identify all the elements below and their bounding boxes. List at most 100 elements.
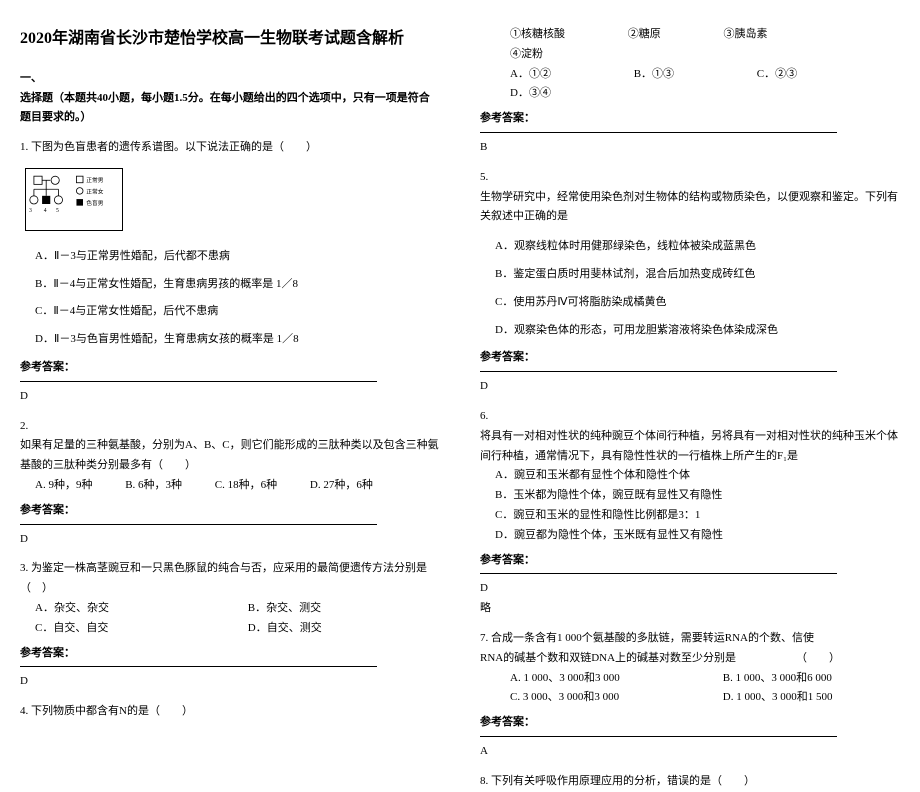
q1-opt-c: C．Ⅱ－4与正常女性婚配，后代不患病 [35, 302, 440, 322]
question-7: 7. 合成一条含有1 000个氨基酸的多肽链，需要转运RNA的个数、信使 RNA… [480, 629, 900, 762]
question-5: 5. 生物学研究中，经常使用染色剂对生物体的结构或物质染色，以便观察和鉴定。下列… [480, 168, 900, 397]
q6-answer-label: 参考答案： [480, 551, 900, 571]
q4-sub3: ③胰岛素 [724, 25, 768, 45]
q6-answer: D [480, 579, 900, 599]
divider [20, 666, 377, 667]
q1-opt-b: B．Ⅱ－4与正常女性婚配，生育患病男孩的概率是 1／8 [35, 275, 440, 295]
q4-substances: ①核糖核酸 ②糖原 ③胰岛素 ④淀粉 [510, 25, 900, 65]
q3-answer: D [20, 672, 440, 692]
q4-sub2: ②糖原 [628, 25, 661, 45]
question-3: 3. 为鉴定一株高茎豌豆和一只黑色豚鼠的纯合与否，应采用的最简便遗传方法分别是（… [20, 559, 440, 692]
q4-opt-b: B．①③ [634, 65, 674, 85]
q7-text2-row: RNA的碱基个数和双链DNA上的碱基对数至少分别是 （ ） [480, 649, 900, 669]
section-num: 一、 [20, 72, 42, 84]
svg-text:正常男: 正常男 [86, 176, 103, 184]
q4-answer-label: 参考答案： [480, 109, 900, 129]
q6-note: 略 [480, 599, 900, 619]
q4-answer: B [480, 138, 900, 158]
q2-opt-c: C. 18种，6种 [215, 476, 277, 496]
svg-text:3: 3 [29, 208, 32, 214]
q3-opt-d: D．自交、测交 [248, 619, 322, 639]
q6-opt-c: C．豌豆和玉米的显性和隐性比例都是3：1 [495, 506, 900, 526]
q6-opt-a: A．豌豆和玉米都有显性个体和隐性个体 [495, 466, 900, 486]
question-1: 1. 下图为色盲患者的遗传系谱图。以下说法正确的是（ ） 3 4 5 正常男 [20, 138, 440, 406]
q6-opt-d: D．豌豆都为隐性个体，玉米既有显性又有隐性 [495, 526, 900, 546]
q8-text: 8. 下列有关呼吸作用原理应用的分析，错误的是（ ） [480, 772, 900, 792]
q1-opt-d: D．Ⅱ－3与色盲男性婚配，生育患病女孩的概率是 1／8 [35, 330, 440, 350]
svg-text:5: 5 [56, 208, 59, 214]
q1-text: 1. 下图为色盲患者的遗传系谱图。以下说法正确的是（ ） [20, 138, 440, 158]
q2-num: 2. [20, 417, 440, 437]
q3-opt-a: A．杂交、杂交 [35, 599, 215, 619]
svg-text:正常女: 正常女 [86, 187, 103, 195]
q5-answer-label: 参考答案： [480, 348, 900, 368]
svg-text:色盲男: 色盲男 [86, 199, 103, 207]
question-4: 4. 下列物质中都含有N的是（ ） [20, 702, 440, 722]
q5-options: A．观察线粒体时用健那绿染色，线粒体被染成蓝黑色 B．鉴定蛋白质时用斐林试剂，混… [495, 237, 900, 340]
question-4-cont: ①核糖核酸 ②糖原 ③胰岛素 ④淀粉 A．①② B．①③ C．②③ D．③④ 参… [480, 25, 900, 158]
q7-answer-label: 参考答案： [480, 713, 900, 733]
q6-opt-b: B．玉米都为隐性个体，豌豆既有显性又有隐性 [495, 486, 900, 506]
section-desc: 选择题（本题共40小题，每小题1.5分。在每小题给出的四个选项中，只有一项是符合… [20, 92, 430, 124]
divider [480, 573, 837, 574]
svg-text:4: 4 [44, 208, 47, 214]
q2-answer-label: 参考答案： [20, 501, 440, 521]
q2-text: 如果有足量的三种氨基酸，分别为A、B、C，则它们能形成的三肽种类以及包含三种氨基… [20, 436, 440, 476]
q3-answer-label: 参考答案： [20, 644, 440, 664]
q5-opt-a: A．观察线粒体时用健那绿染色，线粒体被染成蓝黑色 [495, 237, 900, 257]
q4-opt-c: C．②③ [757, 65, 797, 85]
q4-opt-a: A．①② [510, 65, 551, 85]
q7-text2: RNA的碱基个数和双链DNA上的碱基对数至少分别是 [480, 652, 736, 664]
q1-answer-label: 参考答案： [20, 358, 440, 378]
question-2: 2. 如果有足量的三种氨基酸，分别为A、B、C，则它们能形成的三肽种类以及包含三… [20, 417, 440, 550]
exam-title: 2020年湖南省长沙市楚怡学校高一生物联考试题含解析 [20, 25, 440, 54]
q4-opt-d: D．③④ [510, 84, 551, 104]
q7-paren: （ ） [796, 649, 840, 669]
q1-opt-a: A．Ⅱ－3与正常男性婚配，后代都不患病 [35, 247, 440, 267]
q3-options-row2: C．自交、自交 D．自交、测交 [35, 619, 440, 639]
q2-answer: D [20, 530, 440, 550]
question-6: 6. 将具有一对相对性状的纯种豌豆个体间行种植，另将具有一对相对性状的纯种玉米个… [480, 407, 900, 619]
q7-options-row1: A. 1 000、3 000和3 000 B. 1 000、3 000和6 00… [510, 669, 900, 689]
q5-num: 5. [480, 168, 900, 188]
q4-text: 4. 下列物质中都含有N的是（ ） [20, 702, 440, 722]
q6-text: 将具有一对相对性状的纯种豌豆个体间行种植，另将具有一对相对性状的纯种玉米个体间行… [480, 427, 900, 467]
q7-options-row2: C. 3 000、3 000和3 000 D. 1 000、3 000和1 50… [510, 688, 900, 708]
q1-answer: D [20, 387, 440, 407]
q4-sub4: ④淀粉 [510, 45, 543, 65]
q5-opt-d: D．观察染色体的形态，可用龙胆紫溶液将染色体染成深色 [495, 321, 900, 341]
divider [20, 381, 377, 382]
divider [480, 371, 837, 372]
divider [480, 132, 837, 133]
right-column: ①核糖核酸 ②糖原 ③胰岛素 ④淀粉 A．①② B．①③ C．②③ D．③④ 参… [460, 0, 920, 651]
q1-options: A．Ⅱ－3与正常男性婚配，后代都不患病 B．Ⅱ－4与正常女性婚配，生育患病男孩的… [35, 247, 440, 350]
pedigree-diagram: 3 4 5 正常男 正常女 色盲男 [25, 168, 123, 231]
q6-num: 6. [480, 407, 900, 427]
left-column: 2020年湖南省长沙市楚怡学校高一生物联考试题含解析 一、 选择题（本题共40小… [0, 0, 460, 651]
q3-opt-c: C．自交、自交 [35, 619, 215, 639]
q7-opt-a: A. 1 000、3 000和3 000 [510, 669, 690, 689]
q2-opt-b: B. 6种，3种 [125, 476, 182, 496]
q2-options: A. 9种，9种 B. 6种，3种 C. 18种，6种 D. 27种，6种 [35, 476, 440, 496]
q5-opt-b: B．鉴定蛋白质时用斐林试剂，混合后加热变成砖红色 [495, 265, 900, 285]
q7-opt-b: B. 1 000、3 000和6 000 [723, 669, 832, 689]
q5-text: 生物学研究中，经常使用染色剂对生物体的结构或物质染色，以便观察和鉴定。下列有关叙… [480, 188, 900, 228]
question-8: 8. 下列有关呼吸作用原理应用的分析，错误的是（ ） [480, 772, 900, 792]
q5-answer: D [480, 377, 900, 397]
divider [480, 736, 837, 737]
q2-opt-d: D. 27种，6种 [310, 476, 373, 496]
q5-opt-c: C．使用苏丹Ⅳ可将脂肪染成橘黄色 [495, 293, 900, 313]
q3-options-row1: A．杂交、杂交 B．杂交、测交 [35, 599, 440, 619]
q7-answer: A [480, 742, 900, 762]
q7-opt-c: C. 3 000、3 000和3 000 [510, 688, 690, 708]
q3-opt-b: B．杂交、测交 [248, 599, 321, 619]
divider [20, 524, 377, 525]
q2-opt-a: A. 9种，9种 [35, 476, 92, 496]
q4-options: A．①② B．①③ C．②③ D．③④ [510, 65, 900, 105]
q7-text1: 7. 合成一条含有1 000个氨基酸的多肽链，需要转运RNA的个数、信使 [480, 629, 900, 649]
q7-opt-d: D. 1 000、3 000和1 500 [723, 688, 833, 708]
q4-sub1: ①核糖核酸 [510, 25, 565, 45]
q6-options: A．豌豆和玉米都有显性个体和隐性个体 B．玉米都为隐性个体，豌豆既有显性又有隐性… [495, 466, 900, 545]
q3-text: 3. 为鉴定一株高茎豌豆和一只黑色豚鼠的纯合与否，应采用的最简便遗传方法分别是（… [20, 559, 440, 599]
section-intro: 一、 选择题（本题共40小题，每小题1.5分。在每小题给出的四个选项中，只有一项… [20, 69, 440, 128]
